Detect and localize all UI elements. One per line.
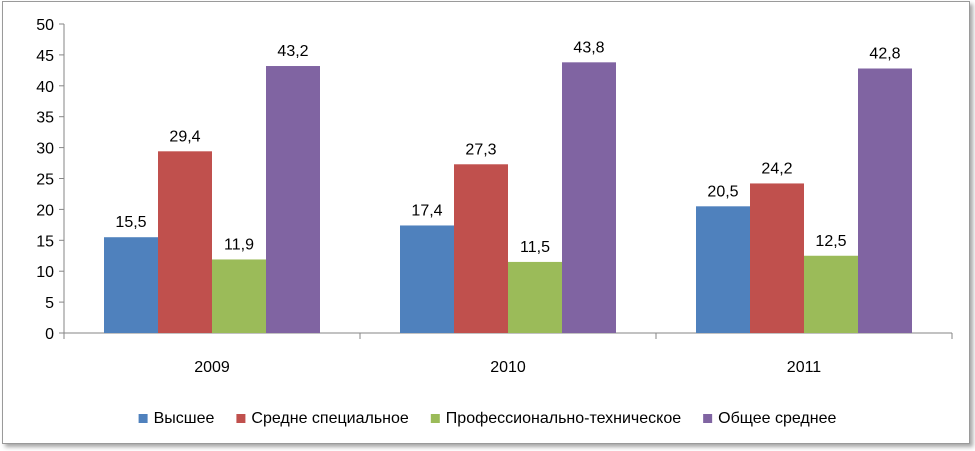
data-label: 12,5	[815, 233, 846, 250]
data-label: 43,8	[573, 39, 604, 56]
legend-item: Общее среднее	[703, 410, 837, 427]
bar	[400, 225, 454, 333]
y-tick-label: 45	[36, 48, 54, 65]
bars	[104, 62, 912, 334]
data-label: 11,9	[224, 236, 254, 253]
legend-swatch	[703, 414, 713, 423]
bar	[562, 62, 616, 333]
bar	[804, 255, 858, 333]
legend-label: Средне специальное	[251, 410, 408, 427]
legend-label: Общее среднее	[718, 410, 836, 427]
y-tick-label: 25	[36, 172, 54, 189]
legend-item: Профессионально-техническое	[430, 410, 681, 427]
bar	[696, 206, 750, 333]
y-tick-label: 15	[36, 233, 54, 250]
y-tick-label: 10	[36, 264, 54, 281]
y-tick-label: 30	[36, 141, 54, 158]
y-tick-label: 40	[36, 79, 54, 96]
x-tick-label: 2009	[194, 359, 230, 376]
bar	[750, 183, 804, 333]
legend-swatch	[236, 414, 246, 423]
data-label: 15,5	[115, 214, 146, 231]
legend: Высшее Средне специальное Профессионально-…	[138, 410, 837, 427]
data-label: 27,3	[465, 141, 496, 158]
bar	[158, 151, 212, 333]
bar	[454, 164, 508, 333]
y-tick-label: 20	[36, 202, 54, 219]
x-tick-label: 2010	[490, 359, 526, 376]
data-label: 29,4	[169, 128, 200, 145]
y-tick-label: 0	[45, 326, 54, 343]
data-label: 43,2	[277, 43, 308, 60]
bar	[858, 68, 912, 333]
legend-item: Средне специальное	[236, 410, 409, 427]
x-tick-label: 2011	[787, 359, 822, 376]
bar	[266, 66, 320, 334]
data-label: 20,5	[707, 183, 738, 200]
data-labels: 15,5 17,4 20,5 29,4 27,3 24,2 11,9 11,5 12,5 43,2…	[115, 39, 900, 256]
data-label: 24,2	[761, 160, 792, 177]
bar	[212, 259, 266, 333]
legend-label: Высшее	[154, 410, 215, 427]
legend-swatch	[138, 414, 148, 423]
data-label: 17,4	[411, 202, 442, 219]
bar	[508, 261, 562, 333]
bar	[104, 237, 158, 333]
legend-label: Профессионально-техническое	[446, 410, 681, 427]
y-tick-label: 5	[45, 295, 54, 312]
legend-item: Высшее	[138, 410, 215, 427]
legend-swatch	[430, 414, 440, 423]
y-tick-label: 50	[36, 17, 54, 34]
data-label: 11,5	[520, 239, 550, 256]
y-tick-label: 35	[36, 110, 54, 127]
data-label: 42,8	[869, 45, 900, 62]
